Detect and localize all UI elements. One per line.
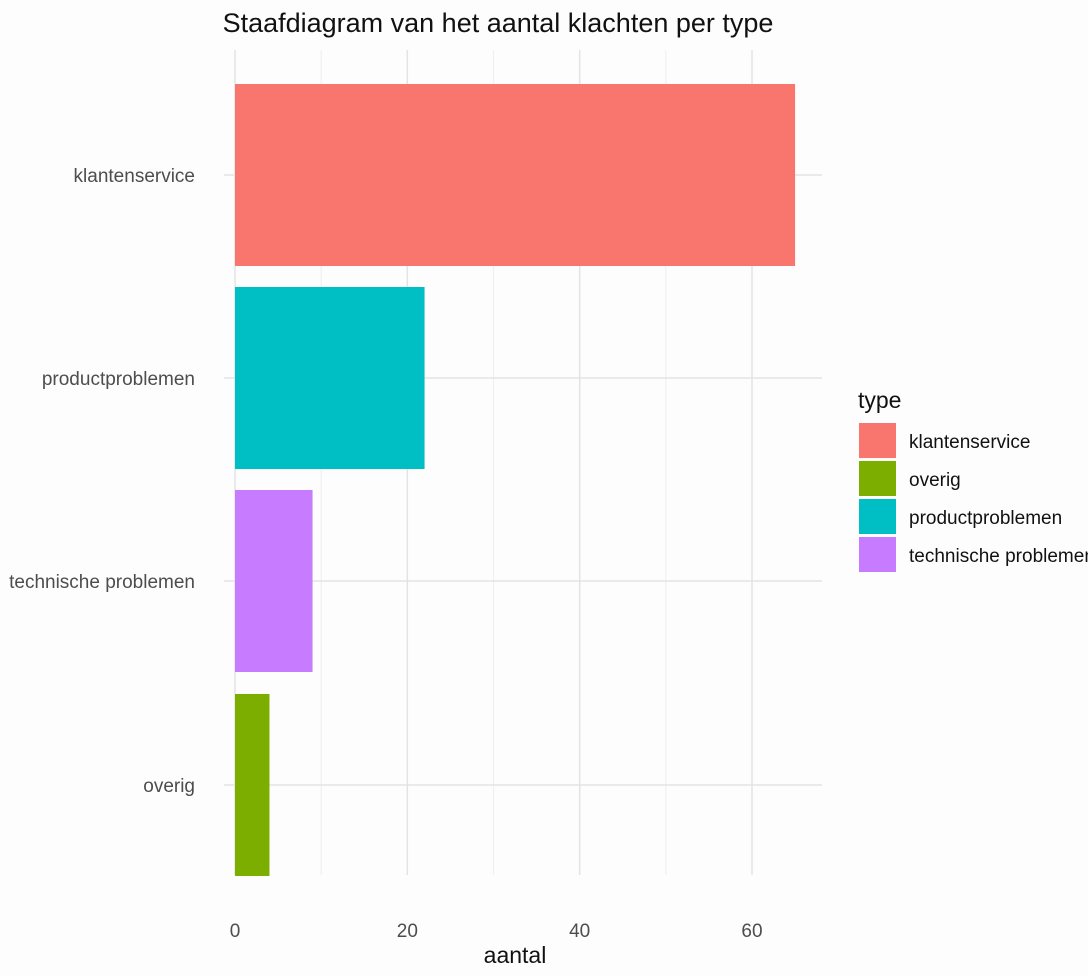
y-tick-label: technische problemen [9,572,195,593]
y-tick-label: overig [143,776,195,797]
legend-label: overig [909,470,961,491]
chart-title: Staafdiagram van het aantal klachten per… [223,8,774,38]
x-tick-label: 0 [230,921,241,942]
x-tick-label: 40 [569,921,590,942]
legend-label: productproblemen [909,508,1062,529]
x-tick-label: 60 [741,921,762,942]
y-tick-label: klantenservice [74,166,195,187]
legend-label: klantenservice [909,432,1030,453]
bar-overig [235,694,270,876]
y-tick-label: productproblemen [42,369,195,390]
legend-key [859,537,896,572]
bar-technische-problemen [235,490,313,672]
x-tick-label: 20 [397,921,418,942]
legend-key [859,499,896,534]
bar-productproblemen [235,287,425,469]
x-axis-ticks: 0 20 40 60 [230,921,763,942]
x-axis-label: aantal [484,942,547,968]
bar-klantenservice [235,84,796,266]
bars [235,84,796,876]
legend-label: technische problemen [909,546,1088,567]
legend-key [859,461,896,496]
legend-title: type [858,387,901,413]
legend-key [859,423,896,458]
legend: type klantenservice overig productprobleme… [858,387,1088,572]
y-axis-ticks: klantenservice productproblemen technische… [9,166,195,797]
